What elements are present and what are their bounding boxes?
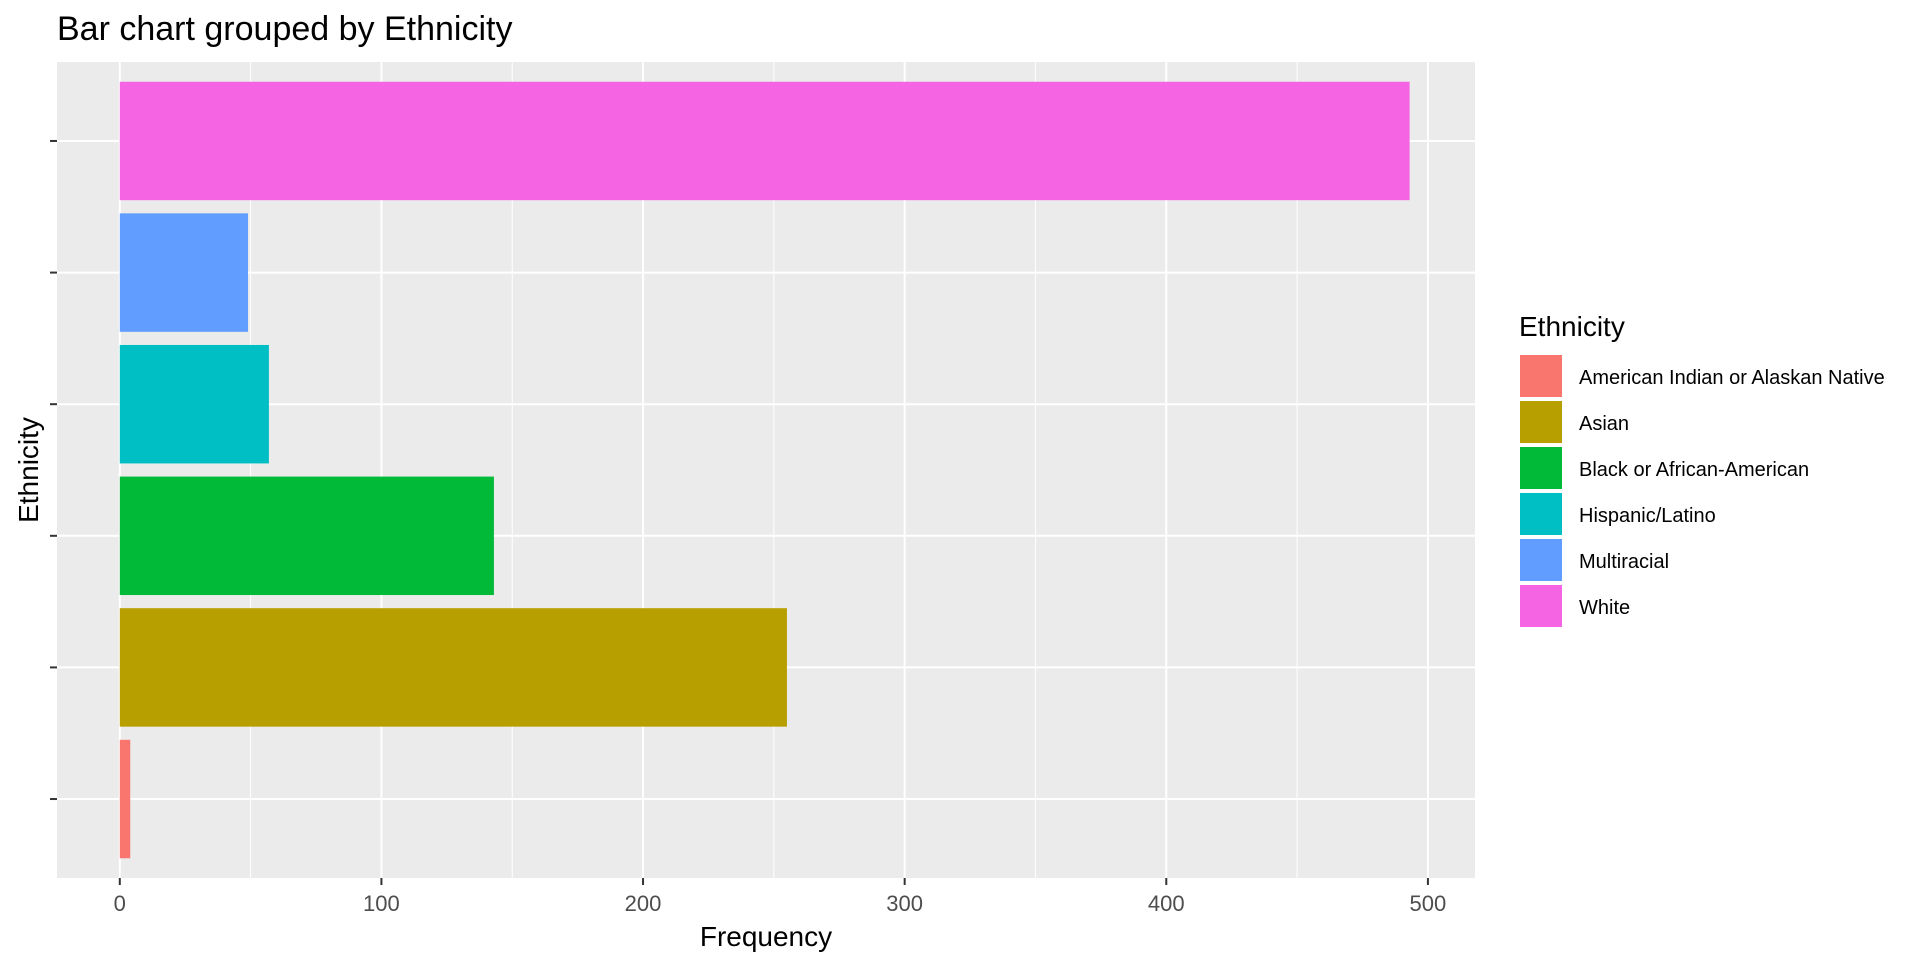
bar xyxy=(119,81,1410,201)
legend-swatch xyxy=(1518,583,1564,629)
bar xyxy=(119,344,269,464)
legend-swatch xyxy=(1518,445,1564,491)
x-axis-ticks: 0 100 200 300 400 500 xyxy=(114,878,1447,916)
bars xyxy=(119,81,1410,859)
x-tick-label: 0 xyxy=(114,891,126,916)
x-tick-label: 200 xyxy=(625,891,662,916)
x-tick-label: 500 xyxy=(1410,891,1447,916)
legend-label: Multiracial xyxy=(1579,551,1669,573)
legend: Ethnicity American Indian or Alaskan Nat… xyxy=(1518,311,1885,629)
legend-swatch xyxy=(1518,353,1564,399)
legend-label: White xyxy=(1579,597,1630,619)
legend-label: Black or African-American xyxy=(1579,459,1809,481)
y-axis-ticks xyxy=(50,139,57,801)
bar xyxy=(119,213,248,332)
legend-label: Hispanic/Latino xyxy=(1579,505,1716,527)
legend-label: Asian xyxy=(1579,413,1629,435)
bar xyxy=(119,608,787,727)
bar xyxy=(119,476,494,596)
x-axis-title: Frequency xyxy=(700,921,832,952)
chart-title: Bar chart grouped by Ethnicity xyxy=(57,10,512,48)
bar xyxy=(119,739,131,859)
x-tick-label: 300 xyxy=(886,891,923,916)
x-tick-label: 400 xyxy=(1148,891,1185,916)
legend-swatch xyxy=(1518,399,1564,445)
y-axis-title: Ethnicity xyxy=(13,417,44,523)
legend-label: American Indian or Alaskan Native xyxy=(1579,367,1885,389)
legend-swatch xyxy=(1518,491,1564,537)
legend-swatch xyxy=(1518,537,1564,583)
legend-entries: American Indian or Alaskan Native Asian Bl… xyxy=(1518,353,1885,629)
legend-title: Ethnicity xyxy=(1519,311,1625,342)
x-tick-label: 100 xyxy=(363,891,400,916)
